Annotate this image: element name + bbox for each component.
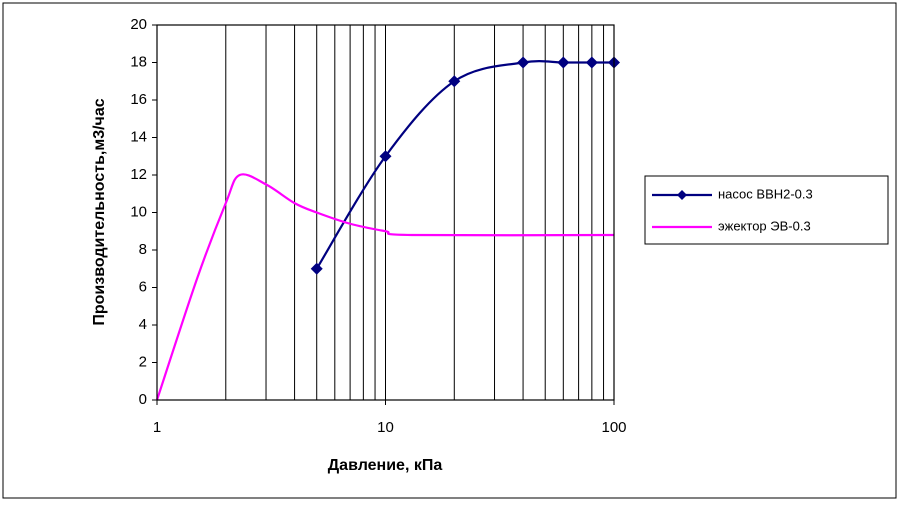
y-tick-label: 4 bbox=[139, 316, 147, 333]
legend-marker bbox=[677, 190, 687, 200]
y-tick-label: 14 bbox=[130, 128, 147, 145]
y-tick-label: 18 bbox=[130, 53, 147, 70]
point bbox=[517, 56, 530, 69]
y-tick-label: 10 bbox=[130, 203, 147, 220]
point bbox=[557, 56, 570, 69]
point bbox=[448, 75, 461, 88]
x-tick-label: 1 bbox=[153, 419, 161, 436]
y-tick-label: 8 bbox=[139, 241, 147, 258]
legend bbox=[644, 175, 889, 245]
x-tick-label: 10 bbox=[377, 419, 394, 436]
legend-label: насос ВВН2-0.3 bbox=[718, 186, 813, 201]
point bbox=[379, 150, 392, 163]
x-tick-label: 100 bbox=[601, 419, 626, 436]
y-tick-label: 16 bbox=[130, 91, 147, 108]
chart-frame bbox=[2, 2, 897, 499]
plot bbox=[155, 56, 620, 401]
y-tick-label: 0 bbox=[139, 391, 147, 408]
legend-items: насос ВВН2-0.3 эжектор ЭВ-0.3 bbox=[652, 186, 813, 233]
plot-border bbox=[156, 24, 615, 401]
point bbox=[585, 56, 598, 69]
y-tick-label: 2 bbox=[139, 353, 147, 370]
point bbox=[310, 262, 323, 275]
series-line bbox=[155, 173, 615, 401]
y-tick-label: 12 bbox=[130, 166, 147, 183]
x-axis-label: Давление, кПа bbox=[328, 457, 443, 474]
y-axis-label: Производительность,м3/час bbox=[91, 98, 108, 325]
legend-label: эжектор ЭВ-0.3 bbox=[718, 218, 811, 233]
y-tick-label: 20 bbox=[130, 16, 147, 33]
y-tick-label: 6 bbox=[139, 278, 147, 295]
